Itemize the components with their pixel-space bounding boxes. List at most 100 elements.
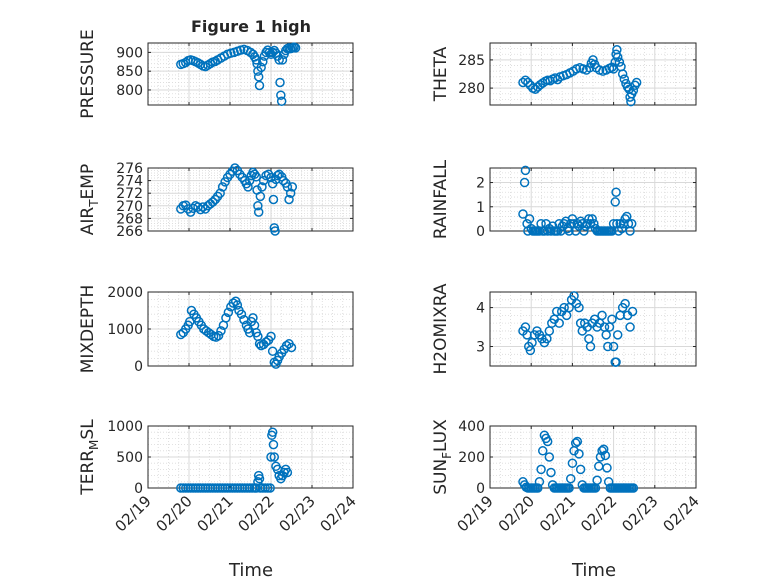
data-point — [597, 310, 607, 321]
y-tick-label: 800 — [116, 83, 143, 99]
data-point — [601, 330, 611, 340]
data-point — [619, 74, 630, 84]
data-point — [628, 85, 639, 96]
data-point — [607, 314, 617, 325]
axes-box — [489, 291, 697, 367]
data-point — [628, 483, 639, 493]
y-tick-label: 4 — [476, 301, 485, 317]
data-point — [524, 214, 535, 224]
data-point — [567, 458, 578, 468]
data-point — [536, 464, 546, 475]
data-point — [230, 163, 240, 173]
y-tick-label: 285 — [458, 53, 485, 69]
subplot-5: 0 1000 2000 MIXDEPTH — [78, 285, 354, 375]
data-point — [276, 96, 287, 106]
y-tick-label: 0 — [476, 481, 485, 497]
data-point — [585, 218, 596, 229]
data-point — [264, 47, 275, 58]
y-tick-label: 272 — [116, 186, 143, 202]
y-axis-label: AIRTEMP — [78, 164, 101, 235]
data-point — [598, 444, 609, 454]
data-point — [253, 207, 264, 217]
data-point — [617, 223, 627, 234]
data-point — [614, 57, 625, 67]
y-tick-label: 266 — [116, 224, 143, 240]
data-point — [267, 346, 278, 356]
data-point — [610, 197, 620, 207]
subplot-6: 3 4 H2OMIXRA — [431, 283, 697, 375]
data-point — [612, 330, 623, 340]
data-point — [270, 226, 280, 236]
data-point — [251, 483, 261, 493]
data-point — [588, 55, 598, 65]
data-point — [251, 172, 261, 182]
data-point — [620, 298, 630, 309]
y-tick-label: 500 — [116, 450, 143, 466]
data-point — [546, 226, 556, 236]
data-point — [285, 188, 296, 198]
y-tick-label: 850 — [116, 64, 143, 80]
data-point — [277, 55, 288, 65]
subplot-2: 280 285 THETA — [431, 42, 697, 107]
data-point — [550, 73, 560, 83]
data-point — [265, 483, 275, 493]
data-point — [574, 449, 584, 459]
data-point — [575, 464, 586, 475]
data-point — [258, 57, 268, 67]
data-point — [287, 182, 298, 192]
data-point — [626, 218, 637, 229]
data-point — [533, 483, 543, 493]
data-point — [215, 188, 225, 198]
y-axis-label: THETA — [431, 46, 451, 102]
data-point — [585, 341, 596, 352]
data-point — [570, 438, 581, 448]
y-tick-label: 0 — [134, 481, 143, 497]
data-point — [266, 452, 276, 462]
y-tick-label: 0 — [134, 359, 143, 375]
data-point — [232, 300, 243, 310]
axes-box — [489, 42, 697, 106]
y-axis-label: TERRMSL — [78, 419, 101, 496]
data-point — [290, 43, 301, 53]
data-point — [600, 450, 611, 461]
data-point — [608, 341, 619, 352]
data-point — [195, 204, 206, 215]
data-point — [266, 331, 276, 342]
y-axis-label: PRESSURE — [78, 29, 98, 118]
subplot-1: 800 850 900 PRESSURE — [78, 29, 354, 119]
figure-title: Figure 1 high — [191, 17, 311, 36]
data-point — [254, 80, 265, 91]
y-tick-label: 0 — [476, 224, 485, 240]
data-point — [243, 182, 253, 192]
data-point — [523, 77, 533, 88]
data-point — [572, 436, 583, 447]
data-point — [254, 473, 265, 484]
data-point — [611, 187, 621, 197]
y-tick-label: 1 — [476, 200, 485, 216]
data-point — [617, 69, 628, 79]
data-point — [627, 306, 638, 317]
data-point — [269, 452, 280, 462]
data-point — [281, 340, 292, 351]
data-point — [284, 194, 294, 205]
y-tick-label: 900 — [116, 45, 143, 61]
data-point — [208, 197, 218, 207]
data-point — [223, 307, 234, 318]
x-axis-label-left: Time — [228, 560, 273, 581]
data-point — [276, 90, 286, 100]
data-point — [602, 463, 612, 473]
y-tick-label: 1000 — [107, 419, 143, 435]
data-point — [519, 177, 530, 188]
data-point — [272, 170, 283, 181]
data-point — [213, 330, 224, 341]
data-point — [582, 218, 592, 229]
axes-box — [147, 42, 354, 106]
y-tick-label: 268 — [116, 211, 143, 227]
data-point — [267, 427, 278, 437]
y-tick-label: 1000 — [107, 322, 143, 338]
data-point — [274, 55, 284, 65]
data-point — [256, 62, 266, 73]
data-point — [520, 165, 531, 176]
